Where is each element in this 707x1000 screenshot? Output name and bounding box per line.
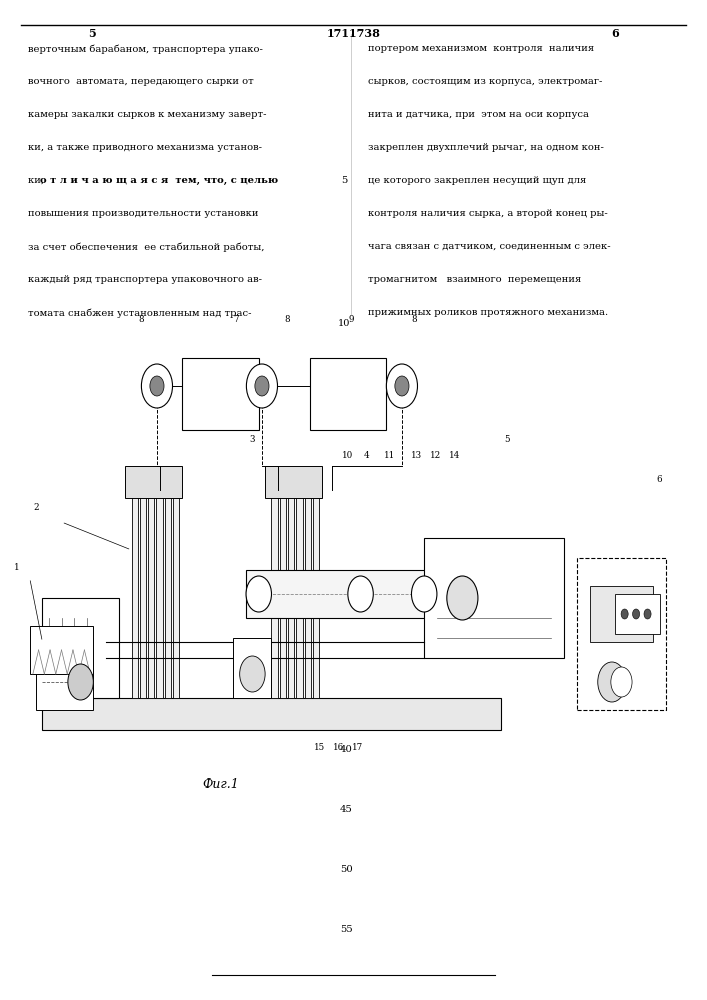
Text: закреплен двухплечий рычаг, на одном кон-: закреплен двухплечий рычаг, на одном кон… — [368, 143, 604, 152]
FancyBboxPatch shape — [42, 598, 119, 698]
Text: каждый ряд транспортера упаковочного ав-: каждый ряд транспортера упаковочного ав- — [28, 275, 262, 284]
Text: 8: 8 — [139, 315, 144, 324]
Text: 5: 5 — [504, 435, 510, 444]
Text: 7: 7 — [234, 315, 239, 324]
Text: чага связан с датчиком, соединенным с элек-: чага связан с датчиком, соединенным с эл… — [368, 242, 610, 251]
Circle shape — [644, 609, 651, 619]
FancyBboxPatch shape — [577, 558, 666, 710]
Circle shape — [611, 667, 632, 697]
Text: 50: 50 — [340, 865, 353, 874]
Text: томата снабжен установленным над трас-: томата снабжен установленным над трас- — [28, 308, 252, 318]
Text: 13: 13 — [411, 451, 422, 460]
Text: повышения производительности установки: повышения производительности установки — [28, 209, 259, 218]
Circle shape — [395, 376, 409, 396]
Text: 8: 8 — [412, 315, 417, 324]
Circle shape — [348, 576, 373, 612]
Text: 6: 6 — [612, 28, 619, 39]
FancyBboxPatch shape — [42, 698, 501, 730]
Text: 16: 16 — [333, 743, 344, 752]
Circle shape — [246, 576, 271, 612]
FancyBboxPatch shape — [312, 490, 319, 698]
FancyBboxPatch shape — [125, 466, 182, 498]
FancyBboxPatch shape — [246, 570, 475, 618]
FancyBboxPatch shape — [140, 490, 146, 698]
Text: 3: 3 — [250, 435, 255, 444]
FancyBboxPatch shape — [271, 490, 278, 698]
Text: 55: 55 — [340, 925, 353, 934]
FancyBboxPatch shape — [156, 490, 163, 698]
Text: камеры закалки сырков к механизму заверт-: камеры закалки сырков к механизму заверт… — [28, 110, 267, 119]
Text: портером механизмом  контроля  наличия: портером механизмом контроля наличия — [368, 44, 594, 53]
Circle shape — [150, 376, 164, 396]
Circle shape — [386, 364, 417, 408]
FancyBboxPatch shape — [233, 638, 271, 698]
Circle shape — [447, 576, 478, 620]
Text: 6: 6 — [657, 475, 662, 484]
Circle shape — [633, 609, 640, 619]
Text: о т л и ч а ю щ а я с я  тем, что, с целью: о т л и ч а ю щ а я с я тем, что, с цель… — [40, 176, 278, 185]
Text: контроля наличия сырка, а второй конец ры-: контроля наличия сырка, а второй конец р… — [368, 209, 607, 218]
FancyBboxPatch shape — [615, 594, 660, 634]
Text: сырков, состоящим из корпуса, электромаг-: сырков, состоящим из корпуса, электромаг… — [368, 77, 602, 86]
FancyBboxPatch shape — [148, 490, 154, 698]
Circle shape — [240, 656, 265, 692]
Text: 10: 10 — [342, 451, 354, 460]
Text: прижимных роликов протяжного механизма.: прижимных роликов протяжного механизма. — [368, 308, 608, 317]
Text: 10: 10 — [338, 320, 351, 328]
Circle shape — [255, 376, 269, 396]
Text: ки, а также приводного механизма установ-: ки, а также приводного механизма установ… — [28, 143, 262, 152]
Text: тромагнитом   взаимного  перемещения: тромагнитом взаимного перемещения — [368, 275, 581, 284]
FancyBboxPatch shape — [296, 490, 303, 698]
Circle shape — [621, 609, 628, 619]
FancyBboxPatch shape — [182, 358, 259, 430]
Text: 5: 5 — [341, 176, 348, 185]
FancyBboxPatch shape — [305, 490, 311, 698]
FancyBboxPatch shape — [30, 626, 93, 674]
Text: 4: 4 — [364, 451, 370, 460]
Text: вочного  автомата, передающего сырки от: вочного автомата, передающего сырки от — [28, 77, 254, 86]
Text: 40: 40 — [340, 745, 353, 754]
FancyBboxPatch shape — [265, 466, 322, 498]
Text: 9: 9 — [349, 315, 354, 324]
FancyBboxPatch shape — [288, 490, 294, 698]
Circle shape — [597, 662, 626, 702]
Text: 2: 2 — [33, 503, 39, 512]
Text: 5: 5 — [88, 28, 95, 39]
Text: це которого закреплен несущий щуп для: це которого закреплен несущий щуп для — [368, 176, 586, 185]
Circle shape — [141, 364, 173, 408]
FancyBboxPatch shape — [590, 586, 653, 642]
Text: нита и датчика, при  этом на оси корпуса: нита и датчика, при этом на оси корпуса — [368, 110, 589, 119]
FancyBboxPatch shape — [280, 490, 286, 698]
Text: за счет обеспечения  ее стабильной работы,: за счет обеспечения ее стабильной работы… — [28, 242, 265, 251]
Text: 45: 45 — [340, 805, 353, 814]
Text: ки,: ки, — [28, 176, 47, 185]
Circle shape — [246, 364, 277, 408]
Text: Фиг.1: Фиг.1 — [202, 778, 239, 791]
Text: верточным барабаном, транспортера упако-: верточным барабаном, транспортера упако- — [28, 44, 263, 53]
Text: 14: 14 — [449, 451, 460, 460]
Text: 1: 1 — [14, 563, 20, 572]
Text: 12: 12 — [430, 451, 441, 460]
FancyBboxPatch shape — [310, 358, 386, 430]
Text: 15: 15 — [314, 743, 325, 752]
FancyBboxPatch shape — [165, 490, 171, 698]
FancyBboxPatch shape — [173, 490, 180, 698]
Text: 11: 11 — [384, 451, 395, 460]
Text: 17: 17 — [352, 743, 363, 752]
FancyBboxPatch shape — [424, 538, 564, 658]
FancyBboxPatch shape — [36, 638, 93, 710]
Circle shape — [411, 576, 437, 612]
Circle shape — [68, 664, 93, 700]
Text: 8: 8 — [285, 315, 290, 324]
Text: 1711738: 1711738 — [327, 28, 380, 39]
FancyBboxPatch shape — [132, 490, 138, 698]
